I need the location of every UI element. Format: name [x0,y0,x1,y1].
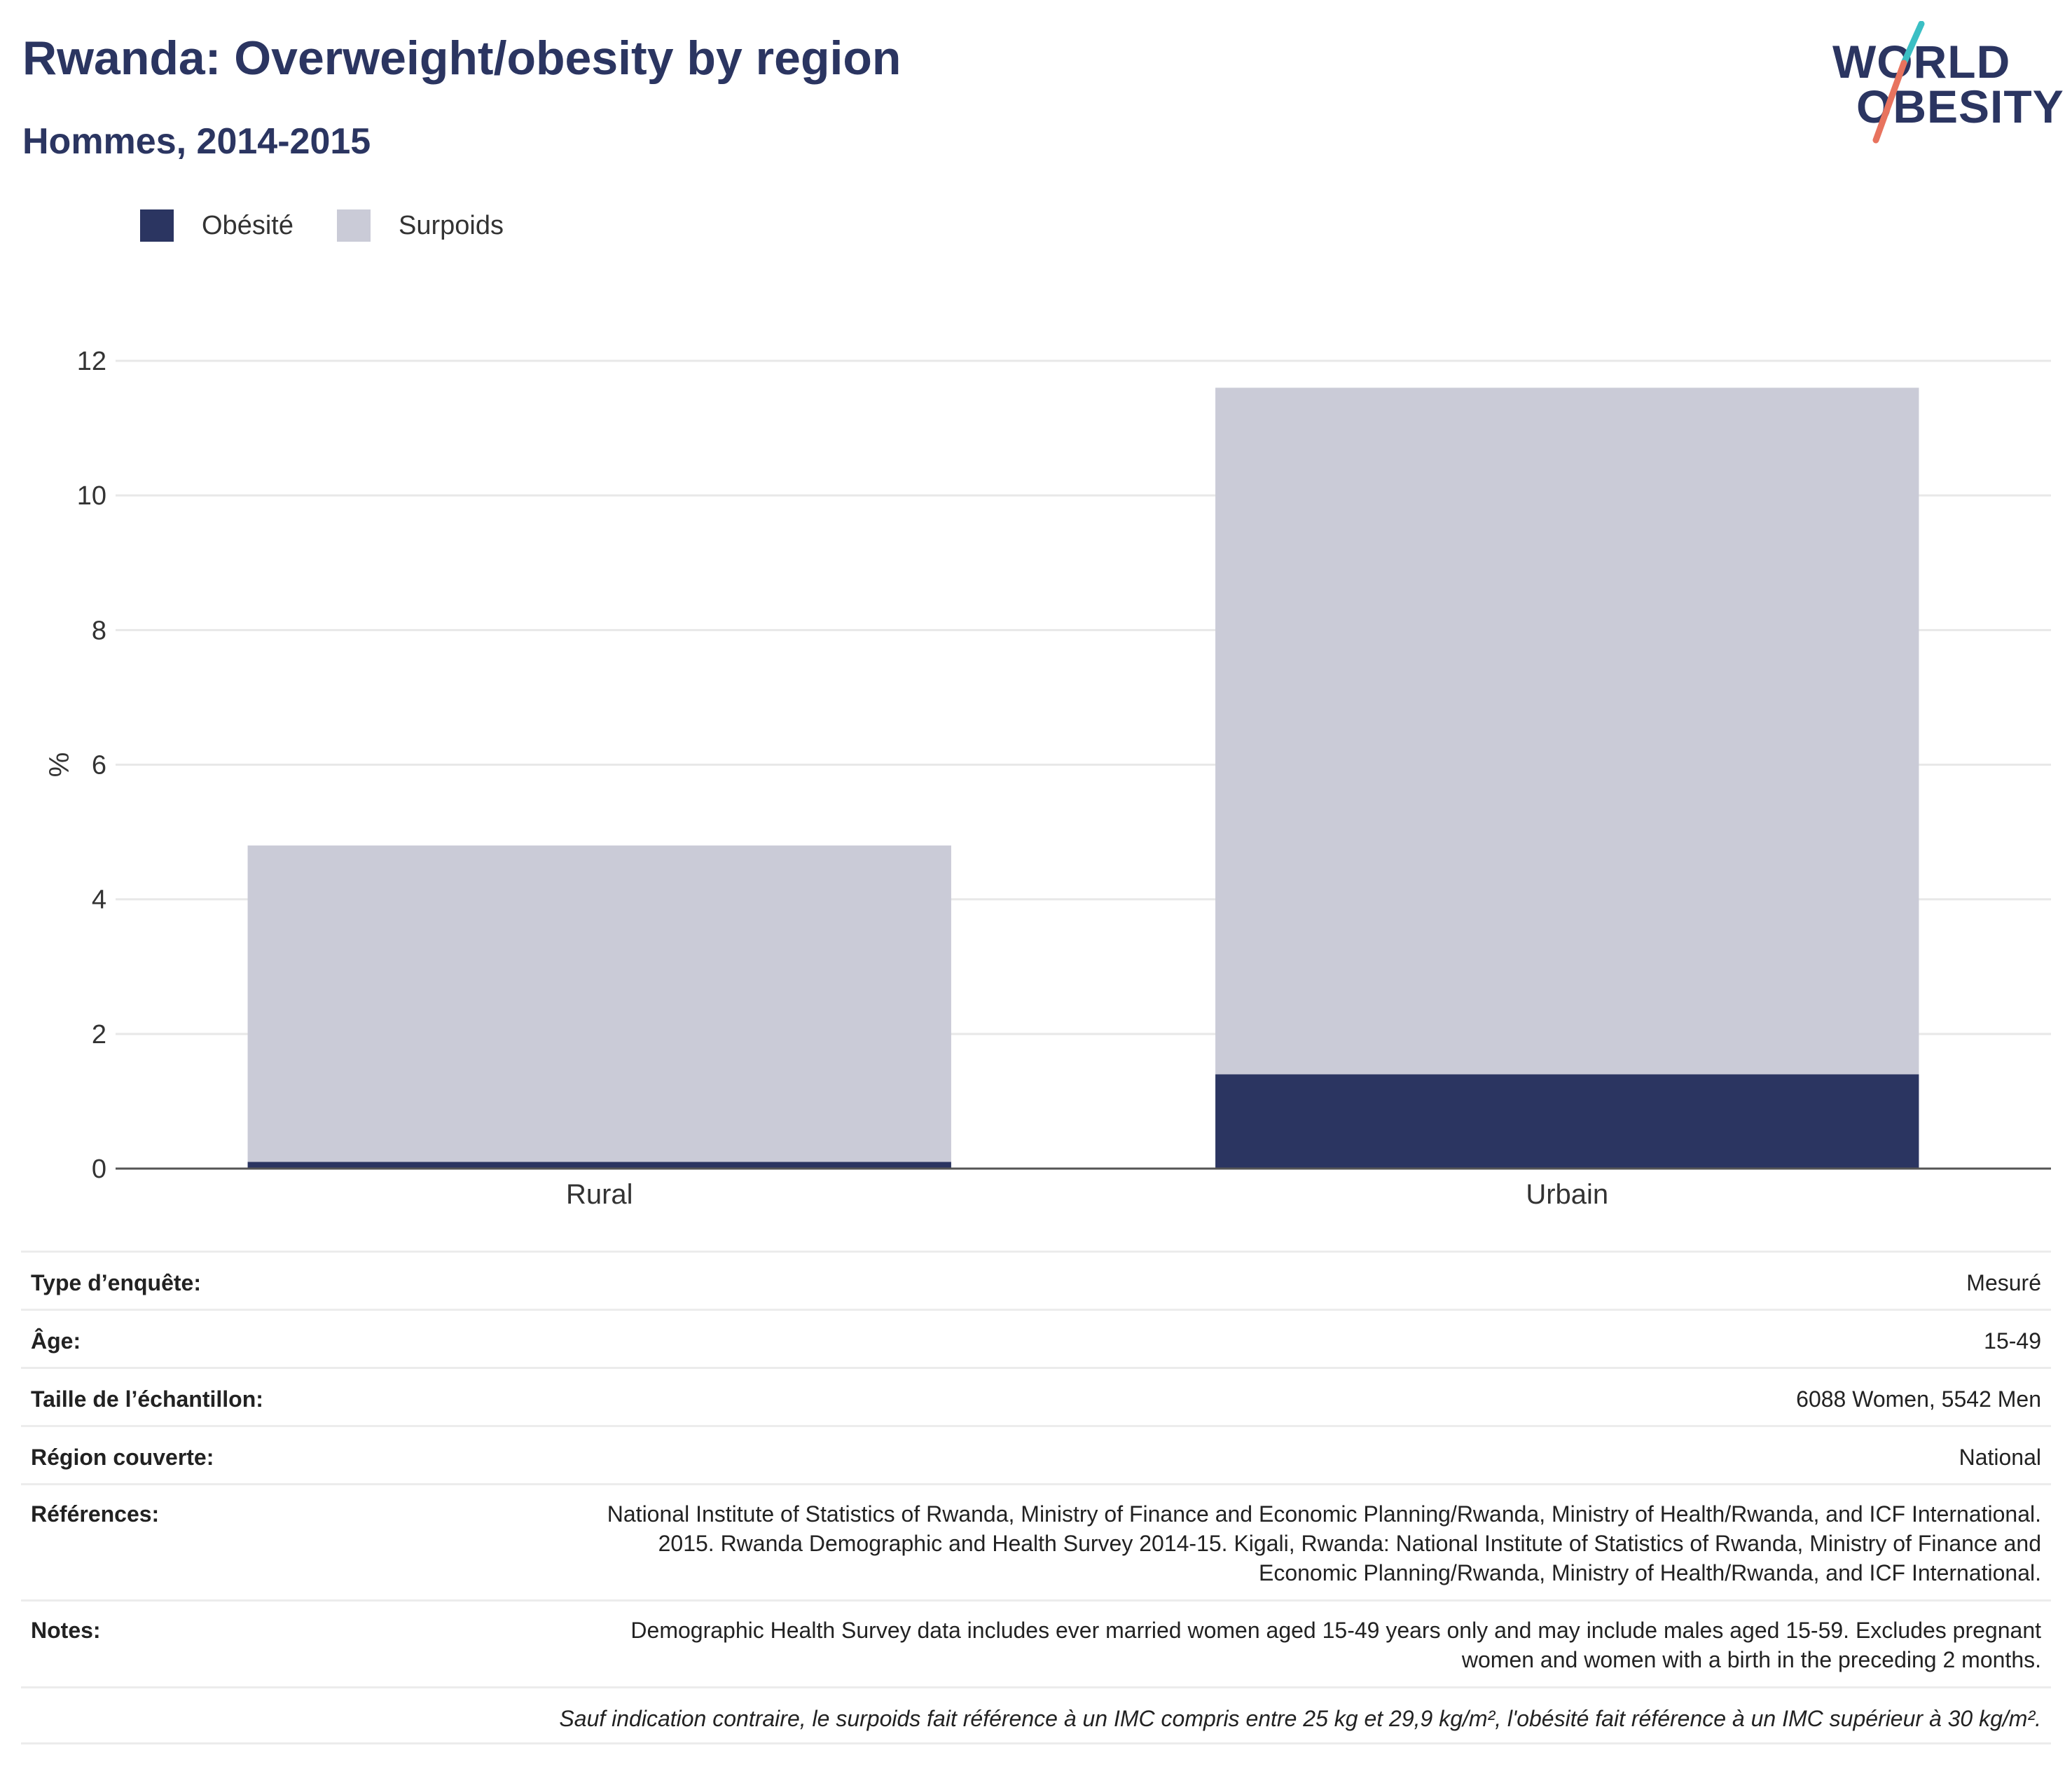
y-tick-label: 0 [92,1155,106,1184]
chart-title: Rwanda: Overweight/obesity by region [22,32,902,85]
legend-swatch-obesite [140,209,174,242]
world-obesity-logo: WORLD OBESITY [1828,21,2064,147]
info-value: 6088 Women, 5542 Men [1796,1386,2041,1412]
info-value: Mesuré [1966,1270,2041,1295]
info-key: Notes: [31,1618,101,1643]
info-value: National [1959,1445,2041,1470]
info-value: National Institute of Statistics of Rwan… [607,1501,2041,1585]
info-row-notes: Notes: Demographic Health Survey data in… [21,1599,2051,1686]
info-key: Région couverte: [31,1445,214,1470]
info-row-footnote: Sauf indication contraire, le surpoids f… [21,1686,2051,1744]
bar-chart: 0 2 4 6 8 10 12% Rural Urbain [43,347,2051,1210]
info-key: Type d’enquête: [31,1270,201,1295]
bar-surpoids-urbain [1215,387,1919,1075]
info-row-region: Région couverte: National [21,1425,2051,1483]
bar-obsit-urbain [1215,1074,1919,1169]
legend: Obésité Surpoids [140,209,547,242]
info-row-age: Âge: 15-49 [21,1309,2051,1367]
y-tick-label: 2 [92,1020,106,1049]
info-row-sample-size: Taille de l’échantillon: 6088 Women, 554… [21,1367,2051,1425]
survey-info-table: Type d’enquête: Mesuré Âge: 15-49 Taille… [21,1251,2051,1744]
info-row-survey-type: Type d’enquête: Mesuré [21,1251,2051,1309]
y-tick-label: 12 [77,347,106,376]
x-tick-label: Rural [566,1179,633,1210]
bar-surpoids-rural [247,845,951,1162]
info-row-references: Références: National Institute of Statis… [21,1483,2051,1599]
y-tick-label: 8 [92,616,106,645]
logo-line-1: WORLD [1832,36,2011,88]
info-key: Taille de l’échantillon: [31,1386,263,1412]
y-tick-label: 4 [92,886,106,915]
y-axis-label: % [43,752,74,778]
info-key: Âge: [31,1328,81,1354]
info-key: Références: [31,1501,160,1527]
bar-obsit-rural [247,1162,951,1169]
legend-item-obesite: Obésité [140,209,293,242]
legend-label-surpoids: Surpoids [398,210,504,240]
chart-subtitle: Hommes, 2014-2015 [22,121,371,162]
y-tick-label: 6 [92,751,106,780]
info-value: 15-49 [1984,1328,2041,1354]
logo-slash-icon [1872,21,1925,144]
x-tick-label: Urbain [1526,1179,1608,1210]
footnote-text: Sauf indication contraire, le surpoids f… [559,1706,2041,1731]
legend-label-obesite: Obésité [202,210,293,240]
y-tick-label: 10 [77,481,106,511]
info-value: Demographic Health Survey data includes … [630,1618,2041,1672]
legend-item-surpoids: Surpoids [336,209,504,242]
legend-swatch-surpoids [336,209,371,242]
